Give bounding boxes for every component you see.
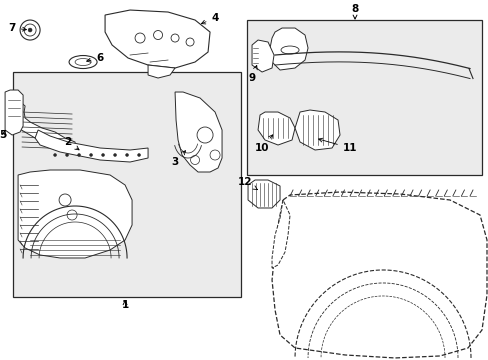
Text: 5: 5 [0,130,7,140]
Text: 6: 6 [86,53,103,63]
Text: 11: 11 [318,138,357,153]
Circle shape [65,153,68,157]
Polygon shape [18,170,132,258]
Circle shape [137,153,140,157]
Polygon shape [35,130,148,162]
Text: 10: 10 [254,135,272,153]
Text: 8: 8 [351,4,358,14]
Polygon shape [175,92,222,172]
Polygon shape [258,112,294,145]
Circle shape [113,153,116,157]
Circle shape [78,153,81,157]
Polygon shape [251,40,273,72]
Circle shape [54,153,57,157]
Polygon shape [294,110,339,150]
Polygon shape [269,28,307,70]
Polygon shape [105,10,210,68]
Polygon shape [271,200,289,268]
Text: 1: 1 [121,300,128,310]
Polygon shape [247,180,280,208]
Text: 2: 2 [64,137,79,150]
Polygon shape [18,100,75,150]
Text: 3: 3 [171,151,185,167]
Text: 12: 12 [237,177,257,190]
Circle shape [28,28,32,32]
Circle shape [102,153,104,157]
Polygon shape [271,192,486,358]
FancyBboxPatch shape [246,20,481,175]
Polygon shape [148,65,175,78]
Text: 7: 7 [8,23,26,33]
Circle shape [125,153,128,157]
FancyBboxPatch shape [13,72,241,297]
Text: 9: 9 [248,66,257,83]
Circle shape [89,153,92,157]
Polygon shape [5,90,23,135]
Text: 4: 4 [201,13,218,24]
